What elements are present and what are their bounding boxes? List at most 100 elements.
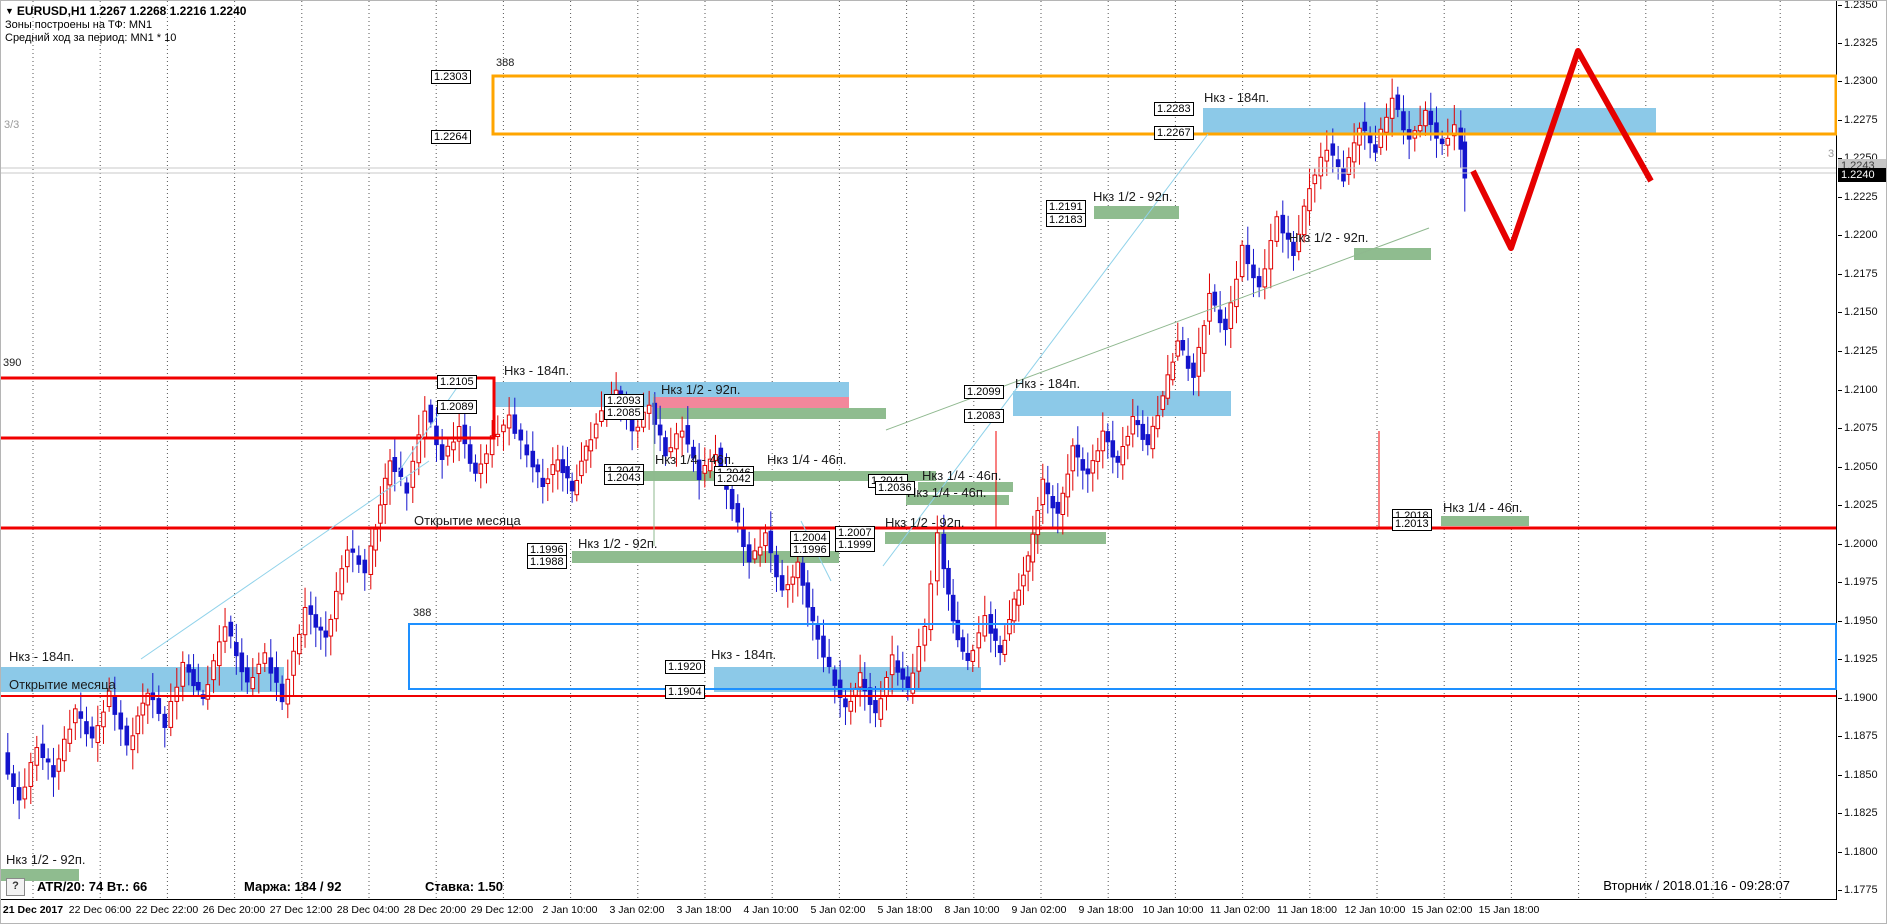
price-tag[interactable]: 1.1988 [527, 555, 567, 569]
zone-label: 390 [3, 357, 22, 369]
price-tag[interactable]: 1.2183 [1046, 213, 1086, 227]
candle-body [16, 787, 22, 801]
zone-label: Нкз 1/2 - 92п. [1289, 230, 1369, 245]
candle-body [323, 630, 329, 638]
candle-body [145, 692, 151, 706]
candle-body [579, 460, 584, 477]
price-tag[interactable]: 1.1996 [790, 543, 830, 557]
zone-label: Нкз 1/4 - 46п. [1443, 500, 1523, 515]
candle-body [685, 425, 691, 445]
candle-body [308, 605, 314, 615]
candle-body [1080, 459, 1086, 471]
price-tag[interactable]: 1.2083 [964, 409, 1004, 423]
price-tick-mark [1838, 312, 1842, 313]
candle-body [1384, 116, 1389, 133]
candle-body [339, 568, 345, 595]
candle-body [663, 437, 668, 457]
candle-body [1155, 415, 1161, 430]
date-label: 9 Jan 02:00 [1011, 904, 1067, 916]
zone-label: Открытие месяца [414, 513, 521, 528]
chart-plot-area[interactable]: ▼ EURUSD,H1 1.2267 1.2268 1.2216 1.2240 З… [1, 1, 1837, 900]
price-tag[interactable]: 1.1999 [835, 538, 875, 552]
zone-label: Нкз 1/4 - 46п. [922, 468, 1002, 483]
price-tag[interactable]: 1.2264 [431, 130, 471, 144]
price-tick-mark [1838, 698, 1842, 699]
candle-body [118, 712, 124, 730]
price-tag[interactable]: 1.2042 [714, 472, 754, 486]
candle-body [657, 424, 663, 436]
candle-body [1196, 346, 1202, 377]
atr-readout: ATR/20: 74 Вт.: 66 [37, 879, 148, 894]
time-axis[interactable]: 21 Dec 2017 22 Dec 06:00 22 Dec 22:00 26 De… [1, 901, 1886, 923]
candle-body [873, 700, 878, 714]
help-button[interactable]: ? [6, 878, 25, 896]
candle-body [1105, 431, 1111, 443]
price-tag[interactable]: 1.2267 [1154, 126, 1194, 140]
price-tag[interactable]: 1.2043 [604, 471, 644, 485]
candle-body [174, 686, 180, 702]
price-tick-mark [1838, 890, 1842, 891]
candle-body [256, 663, 262, 675]
candle-body [800, 562, 806, 586]
price-tick-label: 1.2000 [1844, 538, 1878, 550]
zone-fill [885, 532, 1106, 544]
price-tag[interactable]: 1.2036 [875, 481, 915, 495]
candle-body [368, 545, 374, 575]
candle-body [950, 594, 956, 622]
price-tick-mark [1838, 428, 1842, 429]
candle-body [560, 459, 566, 474]
candle-body [832, 669, 838, 686]
candle-body [456, 426, 462, 442]
candle-body [1030, 533, 1036, 563]
candle-body [1452, 124, 1457, 137]
candle-body [124, 725, 130, 746]
candle-body [135, 715, 141, 735]
candle-body [1201, 325, 1207, 354]
price-tag[interactable]: 1.2105 [437, 375, 477, 389]
price-tag[interactable]: 1.2093 [604, 394, 644, 408]
candle-body [1373, 144, 1378, 153]
candle-body [878, 698, 884, 720]
price-tag[interactable]: 1.2283 [1154, 102, 1194, 116]
candle-body [565, 466, 570, 479]
candle-body [274, 667, 279, 683]
candle-body [752, 550, 758, 560]
zone-label: Нкз 1/4 - 46п. [655, 452, 735, 467]
price-tick-label: 1.2350 [1844, 0, 1878, 11]
candle-body [916, 646, 922, 672]
candle-body [1002, 639, 1008, 655]
price-axis[interactable]: 1.2350 1.2325 1.2300 1.2275 1.2250 1.2225 1.22… [1838, 0, 1886, 900]
date-label: 3 Jan 02:00 [609, 904, 665, 916]
price-tick-mark [1838, 390, 1842, 391]
price-tag[interactable]: 1.1920 [665, 660, 705, 674]
candle-body [1341, 168, 1346, 182]
date-label: 22 Dec 22:00 [135, 904, 199, 916]
zone-fill [653, 397, 849, 408]
price-tag[interactable]: 1.2191 [1046, 200, 1086, 214]
candle-body [467, 444, 473, 464]
candle-body [848, 700, 854, 712]
price-tick-label: 1.1875 [1844, 730, 1878, 742]
candle-body [1217, 309, 1223, 324]
candle-body [1135, 420, 1141, 426]
price-tick-label: 1.2150 [1844, 306, 1878, 318]
candle-body [445, 445, 451, 457]
price-tag[interactable]: 1.2099 [964, 385, 1004, 399]
candle-body [302, 607, 308, 636]
price-tag[interactable]: 1.1904 [665, 685, 705, 699]
price-tag[interactable]: 1.2303 [431, 70, 471, 84]
zone-fill [1013, 391, 1231, 416]
candle-body [1150, 425, 1156, 450]
zone-fill [918, 482, 1013, 492]
candlestick-chart-canvas[interactable] [1, 1, 1837, 900]
price-tag[interactable]: 1.2085 [604, 406, 644, 420]
zone-label: Нкз - 184п. [1204, 90, 1270, 105]
price-tag[interactable]: 1.2013 [1392, 517, 1432, 531]
zone-label: Нкз - 184п. [1015, 376, 1081, 391]
date-label: 3 Jan 18:00 [676, 904, 732, 916]
date-label: 15 Jan 02:00 [1411, 904, 1473, 916]
candle-body [982, 615, 988, 637]
price-tag[interactable]: 1.2089 [437, 400, 477, 414]
candle-body [1075, 444, 1081, 458]
candle-body [826, 656, 832, 668]
